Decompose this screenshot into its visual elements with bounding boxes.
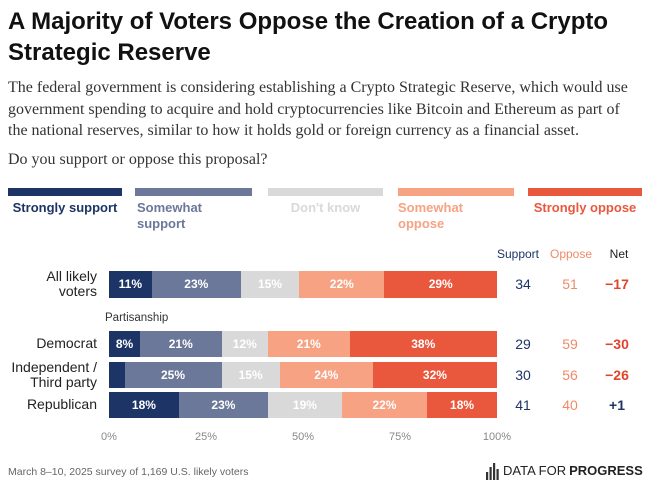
chart-subtitle: The federal government is considering es… — [8, 77, 628, 142]
legend-label: Somewhat oppose — [398, 200, 464, 231]
category-label: Independent / Third party — [11, 358, 97, 390]
bar-segment: 22% — [341, 392, 428, 418]
stacked-bar: 11% 23% 15% 22% 29% — [109, 270, 497, 298]
x-tick-label: 25% — [194, 431, 218, 443]
net-value: −17 — [605, 276, 629, 292]
bar-segment: 11% — [109, 270, 152, 298]
segment-label: 19% — [292, 398, 317, 412]
bar-segment: 15% — [221, 362, 280, 388]
bar-segment: 18% — [427, 392, 497, 418]
bar-segment: 12% — [221, 331, 269, 357]
legend-item-somewhat-support: Somewhat support — [135, 188, 252, 232]
legend-swatch — [8, 188, 122, 196]
x-tick-label: 0% — [101, 431, 117, 443]
segment-label: 24% — [314, 368, 339, 382]
bar-segment: 25% — [124, 362, 222, 388]
logo-text-bold: PROGRESS — [569, 463, 643, 478]
bar-segment: 29% — [384, 270, 497, 298]
stacked-bar: 25% 15% 24% 32% — [109, 362, 497, 388]
legend-label: Somewhat support — [137, 200, 203, 231]
chart-title: A Majority of Voters Oppose the Creation… — [8, 8, 609, 66]
segment-label: 23% — [211, 398, 236, 412]
category-label: Republican — [26, 396, 97, 413]
segment-label: 29% — [428, 277, 453, 291]
legend-swatch — [398, 188, 514, 196]
x-tick-label: 50% — [291, 431, 315, 443]
segment-label: 18% — [450, 398, 475, 412]
segment-label: 22% — [329, 277, 354, 291]
legend-item-somewhat-oppose: Somewhat oppose — [398, 188, 514, 232]
support-value: 34 — [515, 276, 531, 292]
oppose-value: 56 — [562, 367, 578, 383]
segment-label: 22% — [372, 398, 397, 412]
bar-segment: 8% — [109, 331, 141, 357]
logo-text-regular: DATA FOR — [503, 463, 567, 478]
bar-segment: 21% — [268, 331, 350, 357]
source-note: March 8–10, 2025 survey of 1,169 U.S. li… — [8, 466, 249, 478]
legend-label: Strongly support — [12, 200, 118, 215]
segment-label: 12% — [232, 337, 257, 351]
segment-label: 21% — [168, 337, 193, 351]
column-header-net: Net — [609, 247, 629, 261]
bar-segment: 19% — [268, 392, 342, 418]
legend-swatch — [528, 188, 642, 196]
oppose-value: 51 — [562, 276, 578, 292]
group-label-partisanship: Partisanship — [105, 312, 169, 324]
segment-label: 18% — [131, 398, 156, 412]
subtitle-line: the national reserves, similar to how it… — [8, 122, 579, 139]
stacked-bar: 18% 23% 19% 22% 18% — [109, 392, 497, 418]
segment-label: 38% — [411, 337, 436, 351]
column-header-oppose: Oppose — [549, 247, 593, 261]
bar-segment: 23% — [151, 270, 241, 298]
logo: DATA FOR PROGRESS — [486, 462, 643, 480]
subtitle-line: The federal government is considering es… — [8, 79, 628, 96]
net-value: −30 — [605, 336, 629, 352]
legend-swatch — [268, 188, 383, 196]
column-header-support: Support — [496, 247, 540, 261]
bar-segment: 23% — [178, 392, 269, 418]
bar-segment: 18% — [109, 392, 179, 418]
bar-segment: 15% — [240, 270, 300, 298]
bar-segment: 38% — [349, 331, 497, 357]
bar-segment — [109, 362, 125, 388]
legend-item-strongly-oppose: Strongly oppose — [528, 188, 642, 232]
oppose-value: 59 — [562, 336, 578, 352]
net-value: −26 — [605, 367, 629, 383]
legend-label: Don't know — [290, 200, 361, 215]
survey-question: Do you support or oppose this proposal? — [8, 151, 268, 168]
support-value: 41 — [515, 397, 531, 413]
support-value: 30 — [515, 367, 531, 383]
bar-segment: 21% — [140, 331, 222, 357]
x-tick-label: 75% — [388, 431, 412, 443]
stacked-bar: 8% 21% 12% 21% 38% — [109, 331, 497, 357]
segment-label: 11% — [118, 277, 143, 291]
bar-segment: 24% — [279, 362, 373, 388]
bar-segment: 22% — [299, 270, 385, 298]
segment-label: 21% — [296, 337, 321, 351]
legend-swatch — [135, 188, 252, 196]
legend-item-strongly-support: Strongly support — [8, 188, 122, 232]
category-label: All likely voters — [46, 267, 97, 299]
segment-label: 8% — [115, 337, 134, 351]
segment-label: 25% — [161, 368, 186, 382]
bar-segment: 32% — [372, 362, 497, 388]
segment-label: 15% — [238, 368, 263, 382]
segment-label: 15% — [257, 277, 283, 291]
oppose-value: 40 — [562, 397, 578, 413]
x-tick-label: 100% — [482, 431, 512, 443]
subtitle-line: government spending to acquire and hold … — [8, 100, 620, 118]
bar-chart-icon — [486, 462, 499, 480]
support-value: 29 — [515, 336, 531, 352]
net-value: +1 — [609, 397, 625, 413]
segment-label: 32% — [422, 368, 447, 382]
legend-item-dont-know: Don't know — [268, 188, 383, 232]
category-label: Democrat — [36, 335, 97, 352]
legend-label: Strongly oppose — [533, 200, 637, 215]
segment-label: 23% — [184, 277, 209, 291]
